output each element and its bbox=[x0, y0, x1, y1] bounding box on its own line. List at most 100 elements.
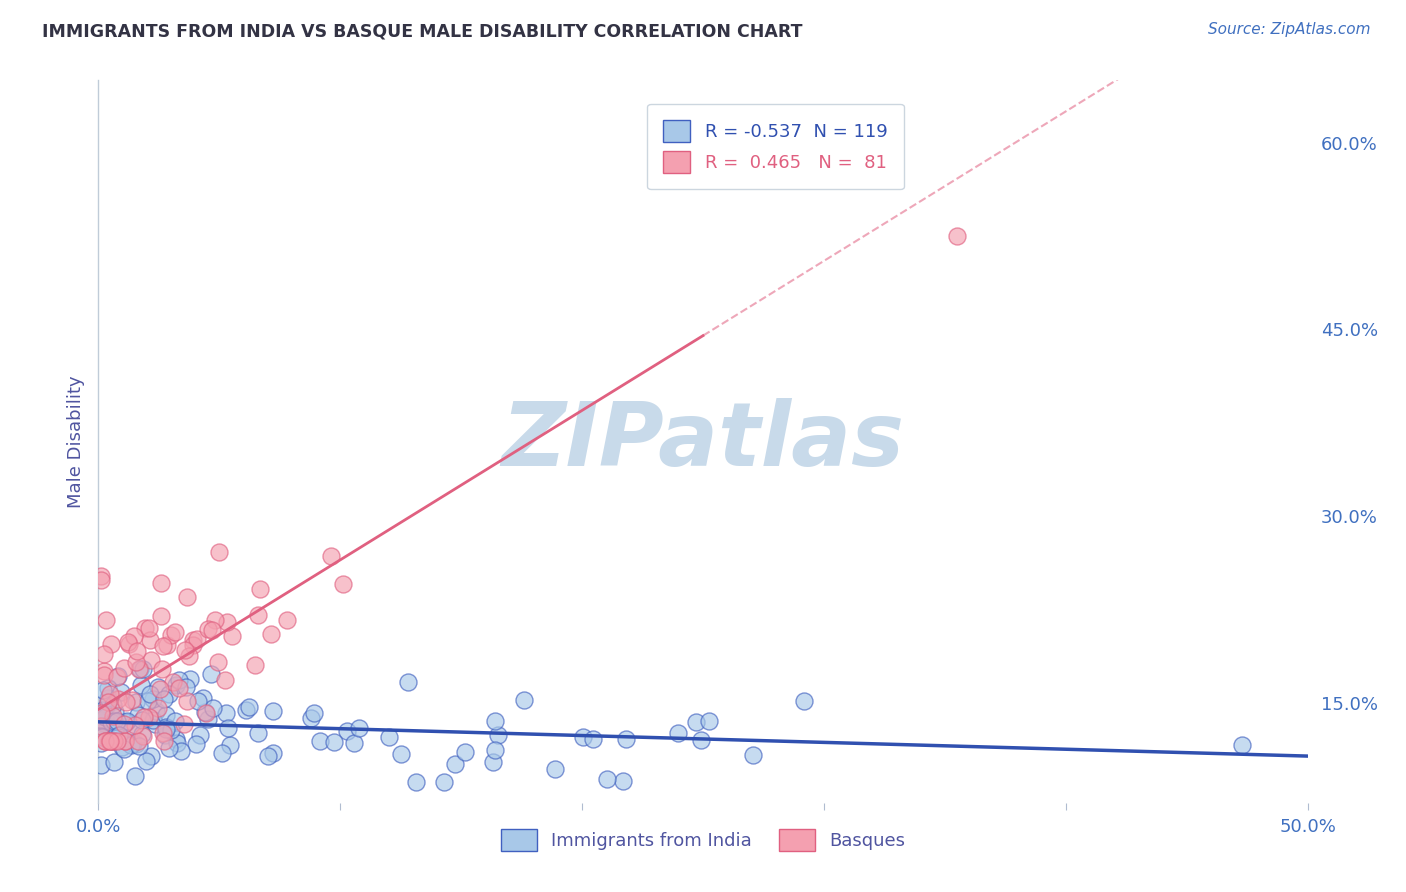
Point bbox=[219, 738, 242, 752]
Point bbox=[157, 688, 180, 702]
Point bbox=[166, 736, 188, 750]
Point bbox=[118, 637, 141, 651]
Point bbox=[405, 775, 427, 789]
Point bbox=[94, 733, 117, 747]
Point bbox=[125, 737, 148, 751]
Point bbox=[173, 643, 195, 657]
Point bbox=[152, 726, 174, 740]
Point bbox=[347, 722, 370, 736]
Point bbox=[167, 673, 190, 688]
Point bbox=[201, 623, 224, 637]
Point bbox=[90, 706, 112, 720]
Point bbox=[134, 621, 156, 635]
Point bbox=[276, 613, 298, 627]
Point bbox=[103, 714, 125, 728]
Point bbox=[90, 719, 112, 733]
Point bbox=[169, 743, 191, 757]
Point bbox=[97, 691, 120, 706]
Point bbox=[186, 632, 208, 646]
Point bbox=[215, 615, 238, 629]
Point bbox=[235, 704, 257, 718]
Point bbox=[94, 733, 117, 747]
Point bbox=[179, 672, 201, 686]
Point bbox=[90, 736, 112, 750]
Point bbox=[103, 708, 125, 723]
Point bbox=[596, 772, 619, 786]
Point bbox=[90, 573, 112, 587]
Point bbox=[98, 733, 121, 747]
Point bbox=[96, 698, 118, 712]
Point bbox=[143, 717, 166, 731]
Point bbox=[135, 755, 157, 769]
Point bbox=[165, 624, 187, 639]
Point bbox=[262, 746, 284, 760]
Point bbox=[107, 714, 129, 728]
Point bbox=[129, 662, 152, 676]
Point bbox=[197, 712, 219, 726]
Point bbox=[107, 668, 129, 682]
Point bbox=[572, 730, 595, 744]
Point bbox=[98, 733, 121, 747]
Point bbox=[444, 757, 467, 772]
Point bbox=[153, 728, 176, 742]
Point bbox=[322, 735, 344, 749]
Point bbox=[259, 627, 281, 641]
Point bbox=[454, 745, 477, 759]
Point bbox=[200, 666, 222, 681]
Point bbox=[177, 649, 200, 664]
Point bbox=[163, 714, 186, 728]
Point bbox=[132, 661, 155, 675]
Point bbox=[249, 582, 271, 597]
Point bbox=[125, 655, 148, 669]
Point bbox=[433, 775, 456, 789]
Legend: R = -0.537  N = 119, R =  0.465   N =  81: R = -0.537 N = 119, R = 0.465 N = 81 bbox=[647, 103, 904, 189]
Point bbox=[243, 658, 266, 673]
Point bbox=[946, 229, 969, 244]
Point bbox=[167, 681, 190, 695]
Point bbox=[513, 693, 536, 707]
Point bbox=[101, 734, 124, 748]
Point bbox=[207, 656, 229, 670]
Point bbox=[208, 545, 231, 559]
Point bbox=[97, 733, 120, 747]
Point bbox=[793, 694, 815, 708]
Point bbox=[141, 653, 163, 667]
Point bbox=[91, 713, 114, 727]
Point bbox=[321, 549, 343, 563]
Point bbox=[139, 749, 162, 764]
Point bbox=[194, 705, 217, 719]
Point bbox=[486, 728, 509, 742]
Point bbox=[211, 747, 233, 761]
Point bbox=[105, 733, 128, 747]
Point bbox=[149, 682, 172, 697]
Point bbox=[100, 733, 122, 747]
Point bbox=[173, 716, 195, 731]
Point bbox=[91, 702, 114, 716]
Point bbox=[336, 724, 359, 739]
Point bbox=[114, 695, 136, 709]
Point bbox=[100, 637, 122, 651]
Point bbox=[165, 731, 187, 746]
Point bbox=[197, 622, 219, 636]
Point bbox=[129, 678, 152, 692]
Point bbox=[127, 707, 149, 722]
Point bbox=[97, 681, 120, 696]
Point bbox=[111, 740, 134, 755]
Point bbox=[378, 730, 401, 744]
Point bbox=[214, 673, 236, 687]
Point bbox=[96, 718, 118, 732]
Point bbox=[124, 769, 146, 783]
Point bbox=[108, 728, 131, 742]
Point bbox=[104, 706, 127, 720]
Point bbox=[136, 694, 159, 708]
Point bbox=[299, 711, 322, 725]
Point bbox=[612, 773, 634, 788]
Point bbox=[155, 720, 177, 734]
Point bbox=[221, 629, 243, 643]
Point bbox=[132, 729, 155, 743]
Point bbox=[138, 709, 160, 723]
Point bbox=[160, 723, 183, 737]
Point bbox=[153, 692, 176, 706]
Point bbox=[152, 733, 174, 747]
Point bbox=[127, 733, 149, 747]
